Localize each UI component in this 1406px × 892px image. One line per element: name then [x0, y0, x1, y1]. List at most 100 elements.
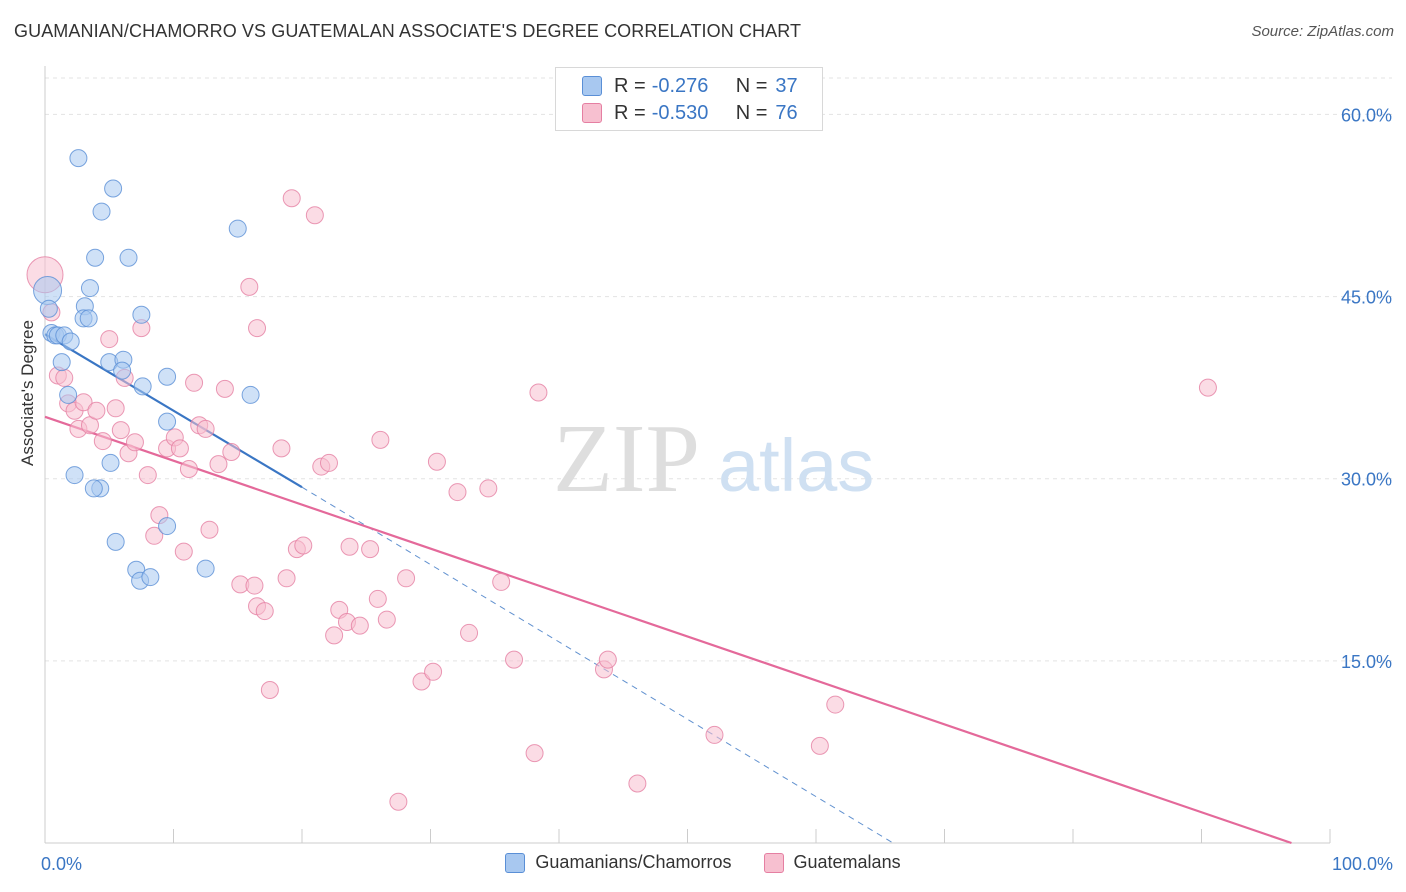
- point-guatemalan: [525, 744, 544, 763]
- stats-row-guatemalan: R = -0.530 N = 76: [582, 100, 798, 126]
- point-guatemalan: [174, 542, 193, 561]
- point-guatemalan: [240, 277, 259, 296]
- legend-label: Guatemalans: [793, 852, 901, 872]
- point-guatemalan: [371, 430, 390, 449]
- point-guatemalan: [397, 569, 416, 588]
- point-guatemalan: [179, 460, 198, 478]
- source-label: Source: ZipAtlas.com: [1251, 23, 1394, 40]
- watermark-atlas: atlas: [718, 424, 874, 507]
- y-tick-label: 15.0%: [1341, 652, 1392, 672]
- r-value: -0.530: [651, 101, 709, 124]
- point-guatemalan: [111, 421, 130, 440]
- point-guamanian: [241, 385, 260, 404]
- point-guatemalan: [125, 433, 144, 452]
- point-guamanian: [228, 219, 247, 238]
- point-guatemalan: [215, 379, 234, 398]
- point-guamanian: [59, 385, 78, 404]
- point-guatemalan: [222, 443, 241, 461]
- point-guatemalan: [424, 662, 443, 681]
- point-guatemalan: [412, 672, 431, 691]
- point-guatemalan: [319, 453, 338, 472]
- y-tick-label: 30.0%: [1341, 470, 1392, 490]
- point-guamanian: [133, 377, 152, 396]
- point-guatemalan: [705, 725, 724, 744]
- point-guatemalan: [505, 650, 524, 669]
- point-guatemalan: [340, 537, 359, 556]
- point-guamanian: [84, 479, 103, 498]
- point-guatemalan: [350, 616, 369, 635]
- point-guamanian: [104, 179, 123, 198]
- point-guatemalan: [305, 206, 324, 225]
- label-layer: 15.0% 30.0% 45.0% 60.0% 0.0% 100.0%: [41, 105, 1393, 874]
- trend-line-guamanian: [44, 333, 303, 489]
- chart-title: GUAMANIAN/CHAMORRO VS GUATEMALAN ASSOCIA…: [14, 21, 802, 41]
- watermark: ZIP atlas: [553, 405, 874, 513]
- point-layer: [26, 149, 1217, 811]
- point-guatemalan: [255, 602, 274, 621]
- point-guatemalan: [100, 330, 119, 349]
- point-guatemalan: [479, 479, 498, 498]
- point-guatemalan: [74, 393, 93, 412]
- point-guatemalan: [377, 610, 396, 629]
- point-guatemalan: [427, 452, 446, 471]
- point-guamanian: [39, 299, 58, 318]
- point-guatemalan: [87, 401, 106, 420]
- r-label: R =: [614, 101, 646, 124]
- point-guamanian: [61, 332, 80, 351]
- point-guamanian: [101, 453, 120, 472]
- point-guamanian: [158, 412, 177, 431]
- point-guatemalan: [245, 576, 264, 595]
- stats-legend: R = -0.276 N = 37 R = -0.530 N = 76: [555, 67, 823, 131]
- legend-item-guatemalan[interactable]: Guatemalans: [763, 852, 901, 873]
- point-guamanian: [158, 517, 177, 536]
- point-guamanian: [52, 353, 71, 372]
- point-guatemalan: [325, 626, 344, 645]
- x-tick-label: 0.0%: [41, 854, 82, 874]
- legend-swatch-guatemalan: [763, 852, 784, 873]
- point-guatemalan: [529, 383, 548, 402]
- point-guamanian: [86, 248, 105, 267]
- y-tick-label: 45.0%: [1341, 288, 1392, 308]
- point-guamanian: [106, 532, 125, 551]
- point-guamanian: [65, 466, 84, 485]
- point-guatemalan: [389, 792, 408, 811]
- point-guatemalan: [826, 695, 845, 714]
- r-value: -0.276: [651, 74, 709, 97]
- point-guatemalan: [55, 368, 74, 387]
- n-value: 76: [775, 101, 798, 124]
- x-tick-label: 100.0%: [1332, 854, 1393, 874]
- watermark-zip: ZIP: [553, 405, 700, 513]
- point-guatemalan: [492, 572, 511, 591]
- point-guatemalan: [810, 736, 829, 755]
- axis-layer: [44, 66, 1331, 844]
- legend-item-guamanian[interactable]: Guamanians/Chamorros: [505, 852, 732, 873]
- point-guatemalan: [272, 439, 291, 458]
- point-guatemalan: [294, 536, 313, 555]
- point-guatemalan: [628, 774, 647, 793]
- n-label: N =: [735, 101, 768, 124]
- legend-swatch-guamanian: [582, 76, 602, 96]
- point-guamanian: [132, 305, 151, 324]
- point-guamanian: [69, 149, 88, 168]
- point-guatemalan: [209, 455, 228, 474]
- point-guatemalan: [277, 569, 296, 588]
- point-guatemalan: [260, 681, 279, 699]
- point-guatemalan: [598, 650, 617, 669]
- point-guatemalan: [196, 419, 215, 438]
- point-guamanian: [92, 202, 111, 221]
- point-guatemalan: [361, 540, 380, 559]
- legend-swatch-guatemalan: [582, 103, 602, 123]
- n-value: 37: [775, 74, 798, 97]
- point-guamanian: [119, 248, 138, 267]
- point-guamanian: [113, 361, 132, 380]
- series-legend: Guamanians/Chamorros Guatemalans: [0, 852, 1406, 873]
- point-guamanian: [80, 279, 99, 298]
- point-guatemalan: [93, 432, 112, 451]
- point-guatemalan: [138, 466, 157, 485]
- y-tick-label: 60.0%: [1341, 105, 1392, 125]
- point-guamanian: [158, 367, 177, 386]
- point-guatemalan: [1198, 378, 1217, 397]
- point-guatemalan: [248, 319, 267, 338]
- n-label: N =: [735, 74, 768, 97]
